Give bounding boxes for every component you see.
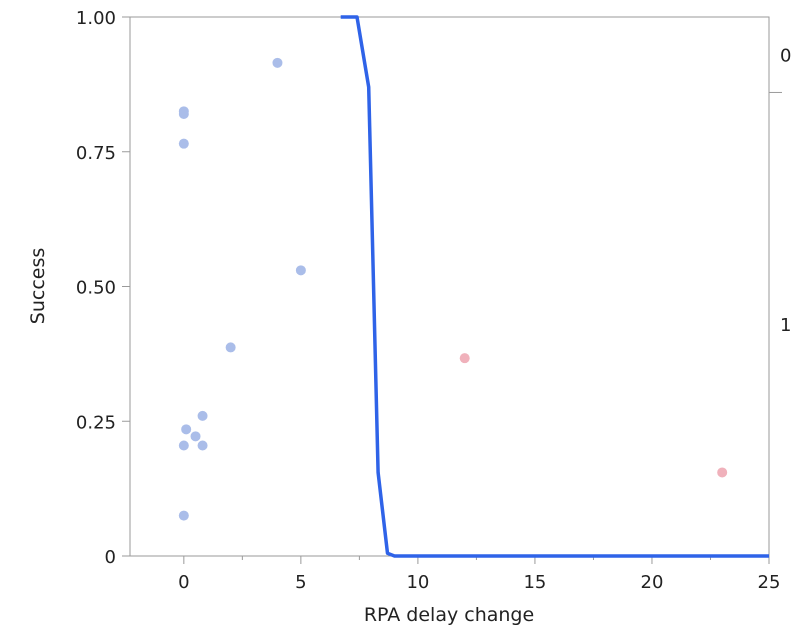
x-tick-label: 25 [758, 572, 781, 593]
x-tick-label: 10 [406, 572, 429, 593]
pink-point [459, 353, 470, 364]
right-axis-label: 1 [780, 315, 791, 336]
blue-point [197, 410, 208, 421]
x-tick-label: 15 [523, 572, 546, 593]
y-axis-label: Success [27, 248, 49, 324]
y-tick-label: 0 [105, 547, 116, 568]
blue-point [178, 138, 189, 149]
right-axis-label: 0 [780, 46, 791, 67]
blue-point [190, 431, 201, 442]
x-axis-label: RPA delay change [364, 604, 534, 626]
blue-point [178, 109, 189, 120]
pink-point [717, 467, 728, 478]
y-axis: 0 0.25 0.50 0.75 1.00 [76, 8, 130, 568]
logistic-fit-curve [340, 15, 769, 558]
blue-point [178, 510, 189, 521]
blue-point [272, 57, 283, 68]
right-axis: 01 [769, 46, 791, 336]
y-tick-label: 0.50 [76, 278, 116, 299]
blue-point [181, 424, 192, 435]
blue-point [178, 440, 189, 451]
x-axis: 0 5 10 15 20 25 [178, 556, 780, 593]
data-points [178, 57, 728, 521]
x-tick-label: 5 [295, 572, 306, 593]
blue-point [295, 265, 306, 276]
y-tick-label: 0.25 [76, 412, 116, 433]
x-tick-label: 20 [641, 572, 664, 593]
y-tick-label: 0.75 [76, 143, 116, 164]
blue-point [225, 342, 236, 353]
y-tick-label: 1.00 [76, 8, 116, 29]
blue-point [197, 440, 208, 451]
x-tick-label: 0 [178, 572, 189, 593]
